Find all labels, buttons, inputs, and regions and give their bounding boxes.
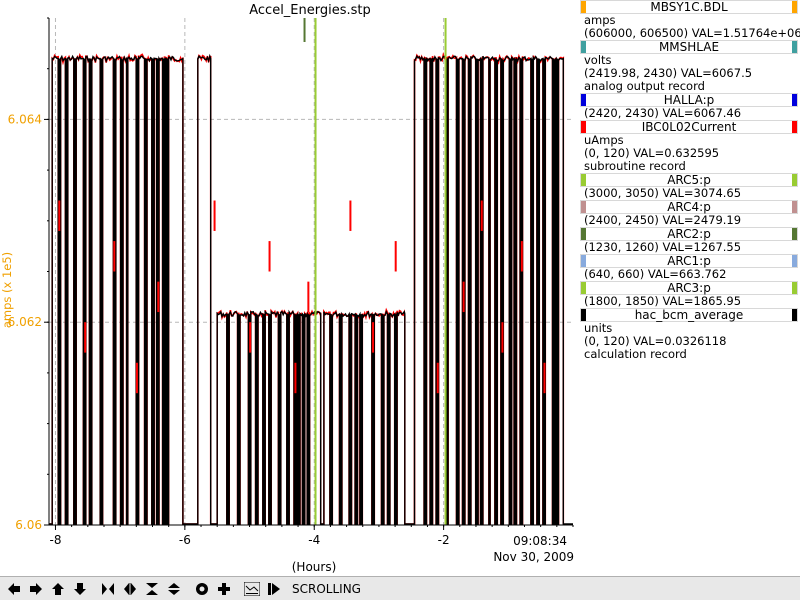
legend-item[interactable]: ARC2:p (1230, 1260) VAL=1267.55 bbox=[576, 227, 800, 254]
arrow-up-icon bbox=[52, 582, 64, 595]
x-tick-label: -6 bbox=[179, 533, 191, 547]
pan-right-button[interactable] bbox=[26, 579, 46, 599]
series-mbsy1c-line bbox=[49, 53, 573, 525]
zoom-in-x-icon bbox=[102, 582, 114, 595]
x-tick-label: -8 bbox=[49, 533, 61, 547]
legend-detail: amps bbox=[584, 13, 616, 27]
legend-detail: (1230, 1260) VAL=1267.55 bbox=[584, 240, 742, 254]
plus-icon bbox=[218, 582, 230, 595]
legend-detail: units bbox=[584, 321, 613, 335]
legend-item[interactable]: ARC1:p (640, 660) VAL=663.762 bbox=[576, 254, 800, 281]
legend-label: IBC0L02Current bbox=[580, 120, 798, 134]
legend-detail: (2419.98, 2430) VAL=6067.5 bbox=[584, 66, 753, 80]
legend-detail: analog output record bbox=[584, 79, 705, 93]
legend-item[interactable]: IBC0L02Current uAmps (0, 120) VAL=0.632595… bbox=[576, 120, 800, 173]
gear-icon bbox=[196, 582, 208, 595]
legend-detail: (640, 660) VAL=663.762 bbox=[584, 267, 727, 281]
pan-left-button[interactable] bbox=[4, 579, 24, 599]
toolbar: SCROLLING bbox=[0, 576, 800, 600]
legend-item[interactable]: hac_bcm_average units (0, 120) VAL=0.03261… bbox=[576, 308, 800, 361]
x-axis-label: (Hours) bbox=[292, 560, 337, 574]
zoom-out-x-button[interactable] bbox=[120, 579, 140, 599]
legend-detail: calculation record bbox=[584, 347, 687, 361]
zoom-out-x-icon bbox=[124, 582, 136, 595]
legend-label: ARC5:p bbox=[580, 173, 798, 187]
legend-label: ARC4:p bbox=[580, 200, 798, 214]
legend-item[interactable]: ARC3:p (1800, 1850) VAL=1865.95 bbox=[576, 281, 800, 308]
time-label: 09:08:34 bbox=[513, 534, 567, 548]
zoom-out-y-icon bbox=[168, 582, 180, 595]
legend-item[interactable]: MBSY1C.BDL amps (606000, 606500) VAL=1.517… bbox=[576, 0, 800, 40]
legend-item[interactable]: ARC4:p (2400, 2450) VAL=2479.19 bbox=[576, 200, 800, 227]
zoom-in-x-button[interactable] bbox=[98, 579, 118, 599]
x-tick-label: -4 bbox=[308, 533, 320, 547]
legend-label: ARC3:p bbox=[580, 281, 798, 295]
zoom-in-y-icon bbox=[146, 582, 158, 595]
y-tick-label: 6.06 bbox=[15, 518, 42, 532]
zoom-in-y-button[interactable] bbox=[142, 579, 162, 599]
pan-up-button[interactable] bbox=[48, 579, 68, 599]
chart-title: Accel_Energies.stp bbox=[249, 3, 371, 18]
status-label: SCROLLING bbox=[292, 581, 361, 596]
legend-detail: (1800, 1850) VAL=1865.95 bbox=[584, 294, 742, 308]
legend-label: ARC2:p bbox=[580, 227, 798, 241]
legend-panel: MBSY1C.BDL amps (606000, 606500) VAL=1.517… bbox=[576, 0, 800, 361]
zoom-out-y-button[interactable] bbox=[164, 579, 184, 599]
x-tick-label: -2 bbox=[438, 533, 450, 547]
legend-detail: (606000, 606500) VAL=1.51764e+06 bbox=[584, 26, 800, 40]
legend-item[interactable]: ARC5:p (3000, 3050) VAL=3074.65 bbox=[576, 173, 800, 200]
export-icon bbox=[268, 582, 280, 595]
legend-label: ARC1:p bbox=[580, 254, 798, 268]
legend-item[interactable]: MMSHLAE volts (2419.98, 2430) VAL=6067.5 an… bbox=[576, 40, 800, 93]
y-tick-label: 6.064 bbox=[8, 112, 42, 126]
arrow-left-icon bbox=[8, 582, 20, 595]
legend-label: MBSY1C.BDL bbox=[580, 0, 798, 14]
data-traces bbox=[49, 18, 573, 525]
config-button[interactable] bbox=[192, 579, 212, 599]
arrow-down-icon bbox=[74, 582, 86, 595]
pan-down-button[interactable] bbox=[70, 579, 90, 599]
legend-detail: volts bbox=[584, 53, 612, 67]
legend-item[interactable]: HALLA:p (2420, 2430) VAL=6067.46 bbox=[576, 93, 800, 120]
legend-detail: (0, 120) VAL=0.0326118 bbox=[584, 334, 727, 348]
legend-detail: (2420, 2430) VAL=6067.46 bbox=[584, 106, 742, 120]
legend-detail: subroutine record bbox=[584, 159, 686, 173]
legend-label: hac_bcm_average bbox=[580, 308, 798, 322]
arrow-right-icon bbox=[30, 582, 42, 595]
autoscale-button[interactable] bbox=[242, 579, 262, 599]
export-button[interactable] bbox=[264, 579, 284, 599]
legend-detail: uAmps bbox=[584, 133, 624, 147]
legend-label: HALLA:p bbox=[580, 93, 798, 107]
y-axis-label: amps (x 1e5) bbox=[0, 252, 14, 328]
y-tick-label: 6.062 bbox=[8, 315, 42, 329]
strip-chart: -8 -6 -4 -2 6.06 6.062 6.064 Accel_Energies.st… bbox=[0, 3, 574, 574]
add-button[interactable] bbox=[214, 579, 234, 599]
legend-detail: (2400, 2450) VAL=2479.19 bbox=[584, 213, 742, 227]
date-label: Nov 30, 2009 bbox=[493, 550, 574, 564]
legend-detail: (0, 120) VAL=0.632595 bbox=[584, 146, 720, 160]
legend-detail: (3000, 3050) VAL=3074.65 bbox=[584, 186, 742, 200]
axes: -8 -6 -4 -2 6.06 6.062 6.064 bbox=[8, 17, 574, 547]
autoscale-icon bbox=[244, 581, 260, 596]
legend-label: MMSHLAE bbox=[580, 40, 798, 54]
